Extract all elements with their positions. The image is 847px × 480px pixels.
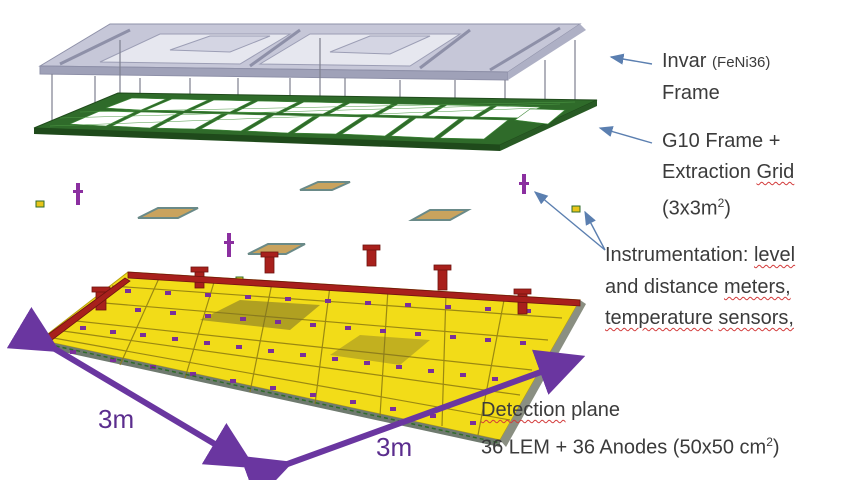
left-dimension-arrow bbox=[6, 306, 256, 469]
instr-label-temperature: temperature bbox=[605, 307, 713, 329]
instrumentation-parts bbox=[35, 174, 581, 283]
instr-label-line1: Instrumentation: level bbox=[605, 242, 795, 268]
g10-frame bbox=[33, 92, 598, 151]
instr-label-meters: meters, bbox=[723, 276, 791, 298]
g10-label-extraction: Extraction bbox=[662, 161, 751, 183]
dimension-arrows bbox=[6, 306, 586, 480]
g10-label-line1: G10 Frame + bbox=[662, 130, 781, 152]
instr-label-sensors: sensors, bbox=[718, 307, 794, 329]
right-dimension-label: 3m bbox=[376, 432, 413, 462]
g10-label-size: (3x3m bbox=[662, 197, 718, 220]
g10-label-line3: (3x3m2) bbox=[662, 190, 731, 222]
instr-label-instrumentation: Instrumentation: bbox=[605, 244, 749, 266]
invar-label-name: Invar bbox=[662, 50, 707, 72]
instr-label-level: level bbox=[753, 244, 796, 266]
g10-label-line2: Extraction Grid bbox=[662, 159, 794, 185]
detection-label-close: ) bbox=[772, 436, 780, 459]
right-dimension-arrow bbox=[239, 349, 586, 480]
g10-label-grid: Grid bbox=[756, 161, 795, 183]
g10-pointer-arrow bbox=[598, 126, 653, 144]
pointer-arrows bbox=[533, 53, 653, 251]
detection-label-detection: Detection bbox=[481, 399, 566, 421]
detection-label-exp: 2 bbox=[766, 435, 773, 449]
instr-label-line3: temperature sensors, bbox=[605, 305, 794, 331]
invar-pointer-arrow bbox=[609, 53, 653, 65]
detection-label-count: 36 LEM + 36 Anodes (50x50 cm bbox=[481, 436, 767, 459]
g10-label-size-exp: 2 bbox=[717, 196, 725, 210]
left-dimension-label: 3m bbox=[98, 404, 135, 434]
detection-label-line2: 36 LEM + 36 Anodes (50x50 cm2) bbox=[481, 429, 780, 461]
instr-label-distance: and distance bbox=[605, 276, 719, 298]
instr-pointer-arrow-a bbox=[533, 191, 606, 251]
invar-label: Invar (FeNi36) bbox=[662, 48, 770, 76]
detection-label-plane: plane bbox=[571, 399, 620, 421]
invar-frame bbox=[38, 23, 586, 81]
invar-label-frame: Frame bbox=[662, 82, 720, 104]
instr-pointer-arrow-b bbox=[584, 210, 606, 251]
g10-label-size-close: ) bbox=[724, 197, 731, 220]
detection-label-line1: Detection plane bbox=[481, 397, 620, 423]
invar-label-formula: (FeNi36) bbox=[712, 54, 771, 71]
instr-label-line2: and distance meters, bbox=[605, 274, 791, 300]
